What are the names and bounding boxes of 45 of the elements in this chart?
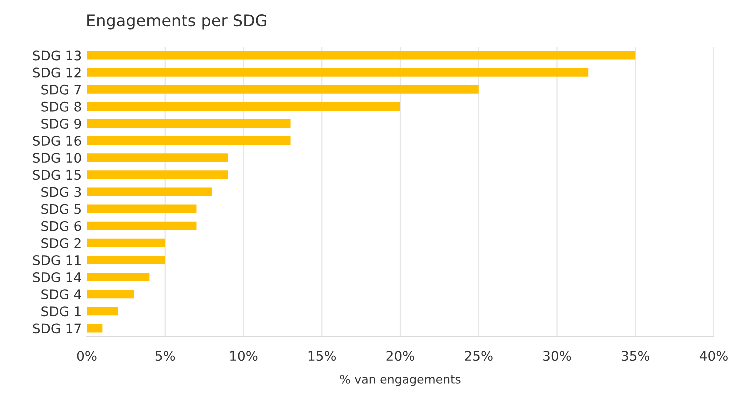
y-tick-label: SDG 12 — [33, 68, 81, 78]
bar — [87, 120, 291, 128]
y-tick-label: SDG 11 — [33, 255, 81, 266]
bar — [87, 68, 589, 77]
y-tick-label: SDG 4 — [42, 290, 82, 300]
bar — [87, 324, 103, 333]
bar — [87, 256, 166, 264]
bar — [87, 222, 197, 230]
bar — [87, 188, 212, 196]
bar — [87, 273, 150, 282]
x-tick-label: 10% — [230, 351, 258, 362]
x-tick-label: 35% — [622, 351, 650, 362]
x-tick-label: 20% — [386, 351, 414, 362]
y-tick-label: SDG 17 — [33, 324, 82, 334]
y-tick-label: SDG 15 — [33, 170, 81, 180]
y-tick-label: SDG 7 — [42, 84, 82, 95]
x-tick-label: 40% — [700, 351, 728, 362]
bar — [87, 204, 197, 214]
y-tick-label: SDG 5 — [42, 204, 81, 214]
bar — [87, 51, 636, 60]
bar — [87, 170, 228, 180]
bar — [87, 154, 228, 162]
y-tick-label: SDG 9 — [42, 118, 82, 129]
bar — [87, 290, 134, 299]
bar — [87, 307, 118, 316]
y-tick-label: SDG 14 — [33, 272, 82, 282]
x-tick-label: 5% — [156, 351, 176, 362]
bar — [87, 85, 479, 94]
x-axis-title: % van engagements — [340, 374, 461, 386]
chart-title: Engagements per SDG — [88, 14, 266, 30]
x-tick-label: 30% — [544, 351, 572, 362]
x-tick-label: 25% — [465, 351, 493, 362]
bar — [87, 136, 291, 146]
y-tick-label: SDG 2 — [42, 238, 81, 248]
y-tick-label: SDG 3 — [42, 187, 82, 198]
y-tick-label: SDG 16 — [33, 136, 82, 146]
y-tick-label: SDG 1 — [42, 306, 81, 317]
bar — [87, 238, 166, 248]
x-tick-label: 0% — [77, 351, 97, 362]
bar — [87, 102, 400, 111]
y-tick-label: SDG 8 — [42, 102, 82, 112]
x-tick-label: 15% — [308, 351, 336, 362]
y-tick-label: SDG 13 — [33, 50, 82, 61]
y-tick-label: SDG 10 — [33, 153, 82, 164]
y-tick-label: SDG 6 — [42, 221, 82, 232]
